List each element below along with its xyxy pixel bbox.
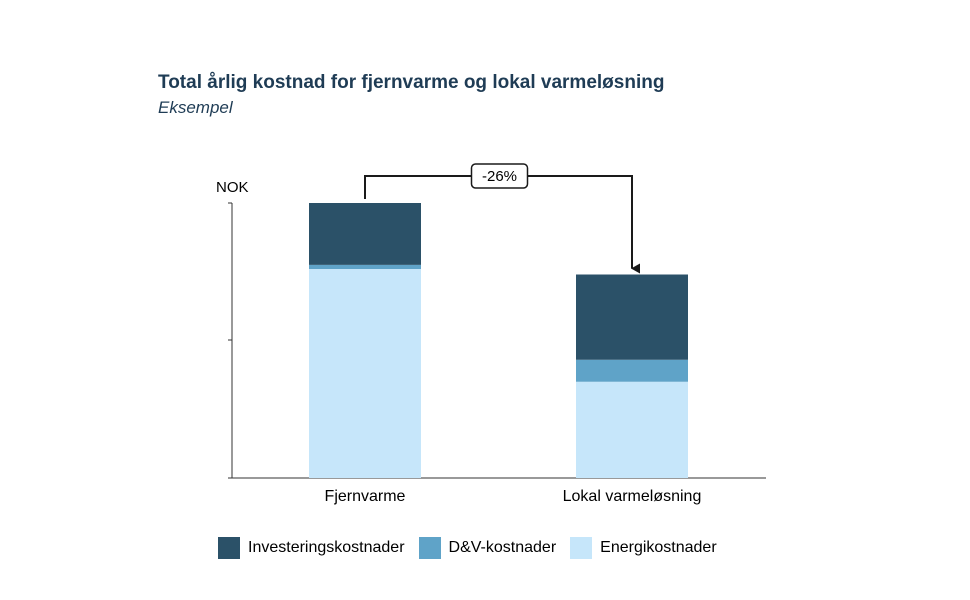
change-label-box: [470, 163, 529, 189]
bar-segment-investeringskostnader-1: [576, 274, 688, 360]
chart-subtitle: Eksempel: [158, 98, 233, 117]
legend-swatch: [570, 537, 593, 559]
change-annotation: -26%: [364, 163, 640, 274]
x-tick-label: Lokal varmeløsning: [563, 488, 702, 505]
bar-segment-d-v-kostnader-1: [576, 359, 688, 382]
legend: Investeringskostnader D&V-kostnader Energi…: [218, 537, 731, 559]
y-axis-label: NOK: [216, 179, 249, 196]
legend-item: D&V-kostnader: [418, 537, 557, 559]
legend-label: Energikostnader: [600, 539, 717, 556]
legend-label: D&V-kostnader: [448, 539, 557, 556]
bar-segment-energikostnader-0: [309, 269, 421, 478]
legend-swatch: [218, 537, 240, 559]
legend-swatch: [418, 537, 441, 559]
category-labels: Fjernvarme Lokal varmeløsning: [325, 488, 702, 505]
bar-segment-energikostnader-1: [576, 381, 688, 478]
bar-segment-d-v-kostnader-0: [309, 264, 421, 269]
legend-label: Investeringskostnader: [248, 539, 405, 556]
x-tick-label: Fjernvarme: [325, 488, 406, 505]
legend-item: Energikostnader: [570, 537, 717, 559]
bars-group: [309, 203, 688, 478]
bar-segment-investeringskostnader-0: [309, 203, 421, 265]
change-label: -26%: [482, 168, 517, 185]
legend-item: Investeringskostnader: [218, 537, 405, 559]
chart-title: Total årlig kostnad for fjernvarme og lo…: [158, 72, 665, 93]
